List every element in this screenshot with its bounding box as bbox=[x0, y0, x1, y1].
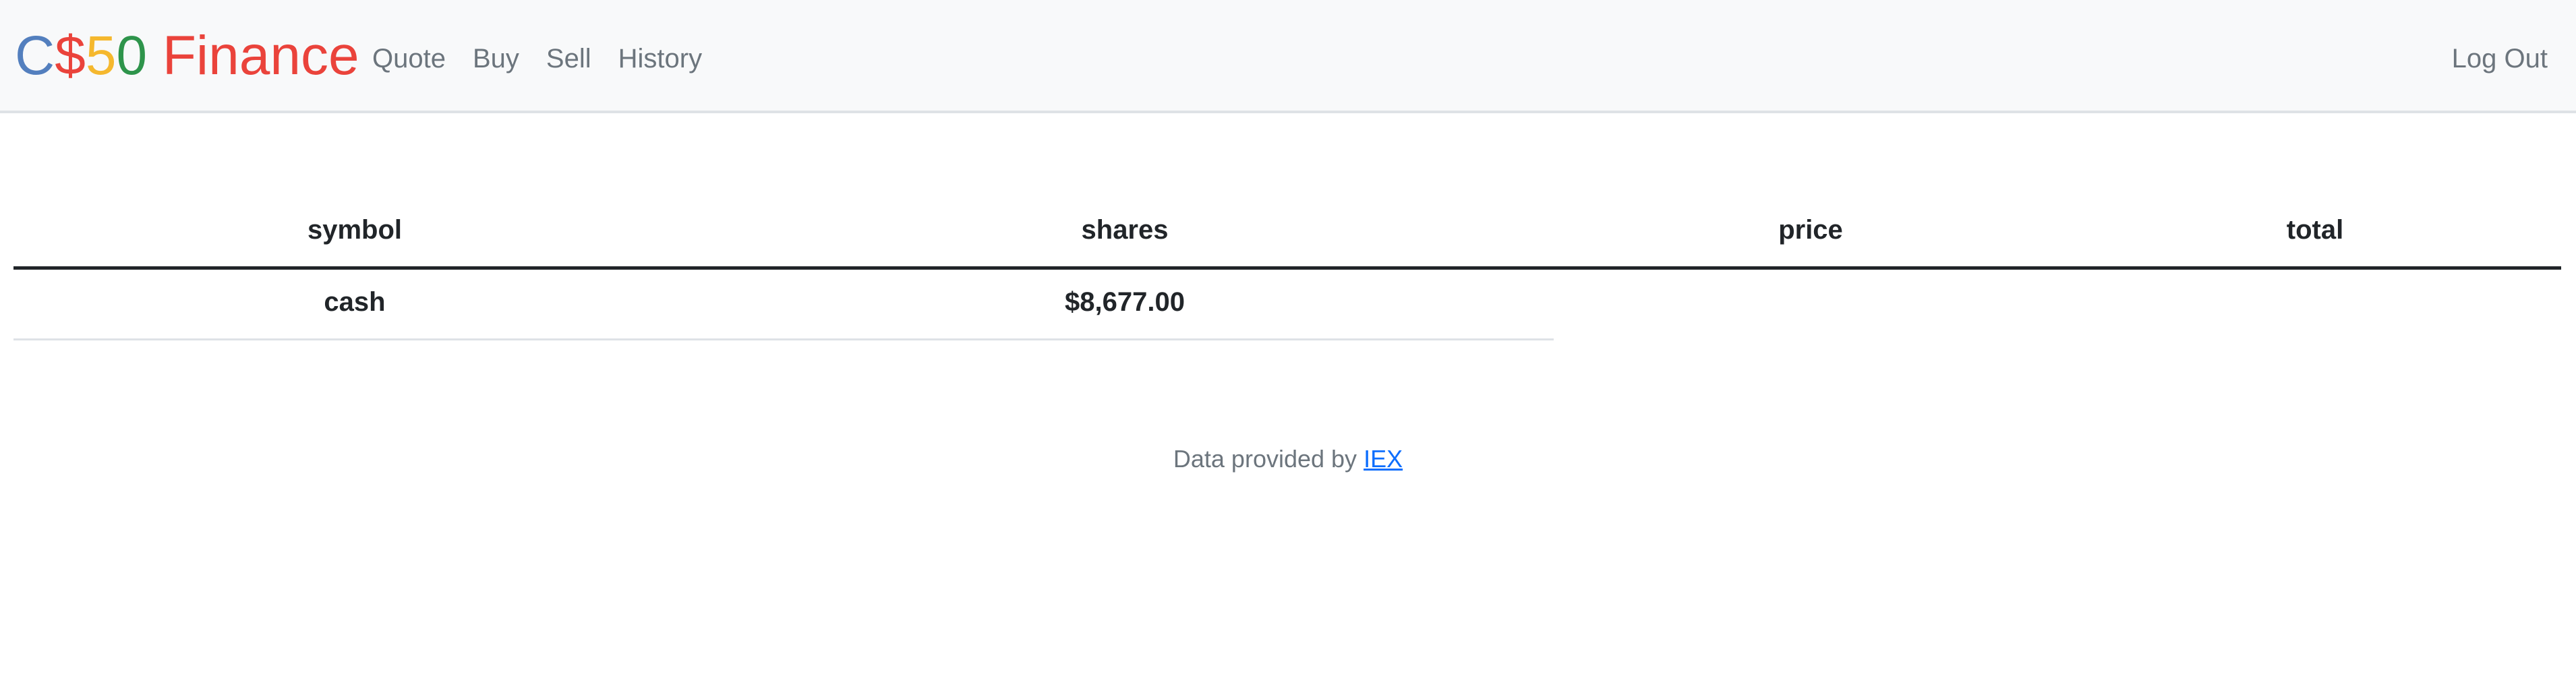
brand-word-finance: Finance bbox=[147, 25, 359, 86]
brand-letter-0: 0 bbox=[116, 25, 148, 86]
nav-links: Quote Buy Sell History bbox=[372, 42, 729, 76]
footer-text: Data provided by bbox=[1173, 445, 1364, 473]
cell-symbol: cash bbox=[324, 287, 386, 317]
iex-link[interactable]: IEX bbox=[1364, 445, 1403, 473]
brand-letter-dollar: $ bbox=[55, 25, 86, 86]
table-row: cash $8,677.00 bbox=[13, 270, 1554, 340]
nav-link-history[interactable]: History bbox=[618, 44, 703, 73]
header-shares: shares bbox=[1081, 215, 1169, 245]
header-price: price bbox=[1778, 215, 1843, 245]
brand-letter-5: 5 bbox=[85, 25, 117, 86]
logout-link[interactable]: Log Out bbox=[2451, 44, 2548, 73]
header-total: total bbox=[2286, 215, 2344, 245]
cell-shares: $8,677.00 bbox=[1065, 287, 1185, 317]
brand-logo[interactable]: C$50 Finance bbox=[15, 26, 359, 86]
navbar: C$50 Finance Quote Buy Sell History Log … bbox=[0, 0, 2576, 113]
table-header-row: symbol shares price total bbox=[13, 199, 2561, 270]
header-symbol: symbol bbox=[307, 215, 403, 245]
nav-link-buy[interactable]: Buy bbox=[472, 44, 519, 73]
nav-link-sell[interactable]: Sell bbox=[546, 44, 591, 73]
portfolio-table: symbol shares price total cash $8,677.00 bbox=[13, 199, 2561, 340]
brand-letter-c: C bbox=[15, 25, 55, 86]
nav-link-quote[interactable]: Quote bbox=[372, 44, 446, 73]
footer: Data provided by IEX bbox=[0, 445, 2576, 473]
